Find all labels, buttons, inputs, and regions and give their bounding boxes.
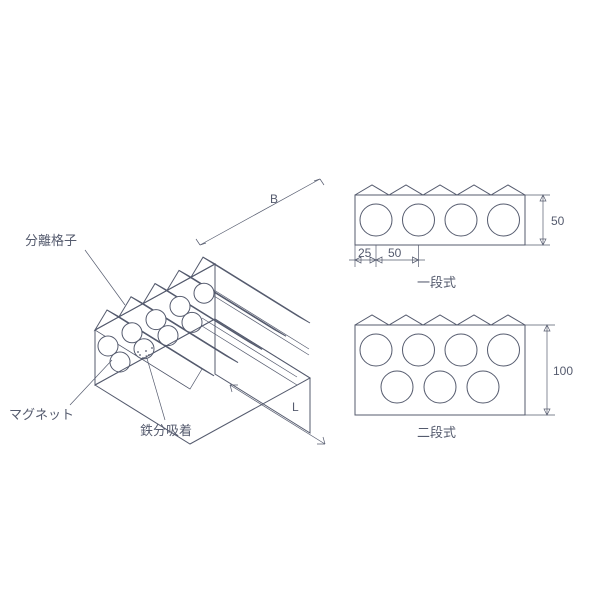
dim-B: B xyxy=(196,179,324,245)
double-tier-caption: 二段式 xyxy=(417,425,456,440)
svg-text:L: L xyxy=(292,400,299,414)
svg-text:50: 50 xyxy=(388,246,402,260)
svg-text:マグネット: マグネット xyxy=(9,407,74,422)
dim-25-50: 25 50 xyxy=(349,245,425,267)
dim-50-h: 50 xyxy=(525,195,565,245)
svg-text:分離格子: 分離格子 xyxy=(25,233,77,248)
svg-text:B: B xyxy=(270,192,278,206)
svg-text:鉄分吸着: 鉄分吸着 xyxy=(140,423,192,438)
label-magnet: マグネット xyxy=(9,360,112,422)
single-tier-caption: 一段式 xyxy=(417,275,456,290)
label-separation-grid: 分離格子 xyxy=(25,233,125,305)
label-iron-adsorption: 鉄分吸着 xyxy=(140,355,192,438)
dim-100-h: 100 xyxy=(525,325,573,415)
isometric-view: B L 分離格子 マグネット 鉄分吸着 xyxy=(9,179,325,444)
double-tier-view: 100 二段式 xyxy=(355,315,573,440)
single-tier-view: 50 25 50 一段式 xyxy=(349,185,565,290)
svg-text:50: 50 xyxy=(551,214,565,228)
diagram-canvas: B L 分離格子 マグネット 鉄分吸着 xyxy=(0,0,600,600)
svg-text:25: 25 xyxy=(358,246,372,260)
svg-text:100: 100 xyxy=(553,364,573,378)
